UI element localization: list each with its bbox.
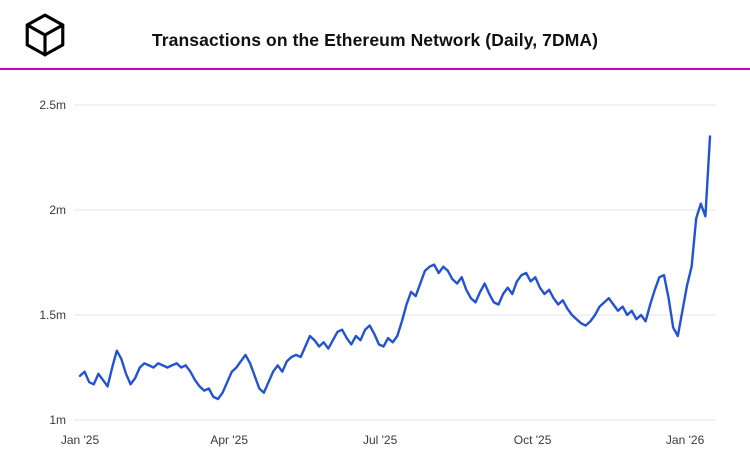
y-axis-tick-label: 2.5m (39, 98, 66, 112)
x-axis-tick-label: Jan '25 (61, 433, 100, 447)
y-axis-tick-label: 1m (49, 413, 66, 427)
x-axis-tick-label: Jul '25 (363, 433, 398, 447)
x-axis-tick-label: Apr '25 (210, 433, 248, 447)
x-axis-tick-label: Oct '25 (514, 433, 552, 447)
y-axis-tick-label: 2m (49, 203, 66, 217)
block-cube-logo-icon (24, 13, 66, 59)
chart-title: Transactions on the Ethereum Network (Da… (151, 30, 599, 50)
transactions-line-series[interactable] (78, 135, 712, 401)
y-axis-tick-label: 1.5m (39, 308, 66, 322)
cube-icon (25, 13, 65, 57)
chart-canvas[interactable]: 1m 1.5m 2m 2.5m Jan '25 Apr '25 Jul '25 Oct '25… (0, 70, 750, 455)
x-axis-tick-label: Jan '26 (666, 433, 705, 447)
chart-area[interactable]: 1m 1.5m 2m 2.5m Jan '25 Apr '25 Jul '25 Oct '25… (0, 70, 750, 455)
accent-divider (0, 68, 750, 70)
header: Transactions on the Ethereum Network (Da… (0, 0, 750, 68)
